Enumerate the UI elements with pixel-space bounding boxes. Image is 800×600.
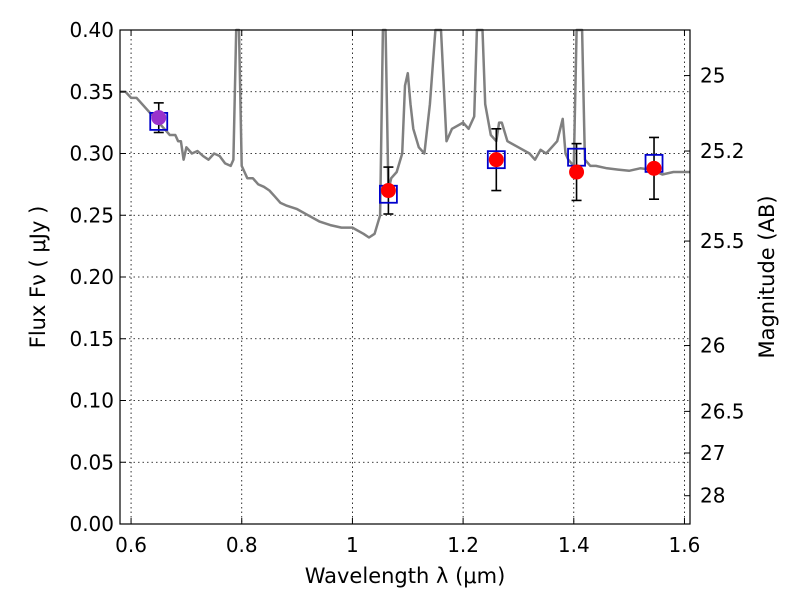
x-axis-label: Wavelength λ (μm) <box>305 564 506 588</box>
x-tick-label: 0.8 <box>226 533 258 557</box>
x-tick-label: 1.4 <box>558 533 590 557</box>
right-tick-label: 26 <box>700 334 725 358</box>
observed-point <box>646 160 662 176</box>
right-tick-label: 27 <box>700 441 725 465</box>
right-tick-label: 25 <box>700 64 725 88</box>
y-tick-label: 0.10 <box>69 389 114 413</box>
y-axis-right-label: Magnitude (AB) <box>755 195 779 358</box>
model-flux-square <box>486 150 506 170</box>
y-axis-label: Flux Fν ( μJy ) <box>26 206 50 349</box>
y-tick-label: 0.05 <box>69 450 114 474</box>
model-spectrum <box>120 28 690 239</box>
y-tick-label: 0.30 <box>69 142 114 166</box>
y-tick-label: 0.40 <box>69 18 114 42</box>
observed-point <box>488 152 504 168</box>
y-tick-label: 0.00 <box>69 512 114 536</box>
y-tick-label: 0.15 <box>69 327 114 351</box>
x-tick-label: 1 <box>346 533 359 557</box>
x-tick-label: 1.6 <box>669 533 701 557</box>
ticks: 0.6 0.8 1 1.2 1.4 1.6 0.00 0.05 0.10 0.15 0.20 0.25… <box>69 18 744 557</box>
right-tick-label: 25.5 <box>700 229 745 253</box>
x-tick-label: 1.2 <box>447 533 479 557</box>
y-tick-label: 0.20 <box>69 265 114 289</box>
right-tick-label: 25.2 <box>700 139 745 163</box>
model-flux-markers <box>149 111 664 204</box>
observed-points <box>151 110 662 199</box>
right-tick-label: 26.5 <box>700 399 745 423</box>
right-tick-label: 28 <box>700 484 725 508</box>
observed-point <box>380 183 396 199</box>
y-tick-label: 0.35 <box>69 80 114 104</box>
observed-point <box>151 110 167 126</box>
y-tick-label: 0.25 <box>69 203 114 227</box>
x-tick-label: 0.6 <box>115 533 147 557</box>
model-spectrum-line <box>120 28 690 239</box>
observed-point <box>569 164 585 180</box>
